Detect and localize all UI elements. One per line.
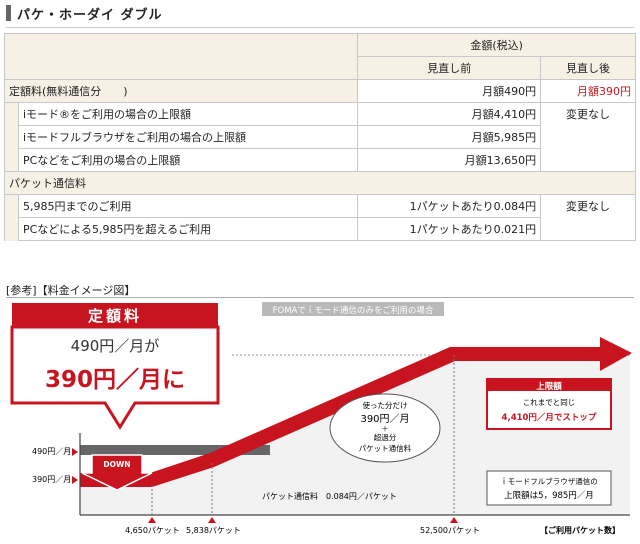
limit-label: iモード®をご利用の場合の上限額 [17,102,359,126]
flat-fee-heading: 定額料 [88,307,142,325]
indent-cell [4,102,19,172]
table-row: PCなどをご利用の場合の上限額 月額13,650円 [5,148,636,172]
browser-limit-box [486,470,612,506]
fee-arrow [80,337,632,487]
table-row: iモード®をご利用の場合の上限額 月額4,410円 変更なし [4,102,636,172]
packet-before: 1パケットあたり0.084円 [357,194,542,218]
page-title-text: パケ・ホーダイ ダブル [17,7,163,23]
table-row: 定額料(無料通信分 ) 月額490円 月額390円 [3,79,636,103]
table-row: パケット通信料 [4,171,636,195]
browser-line-1: ｉモードフルブラウザ通信の [500,476,598,486]
fee-image-diagram: FOMAでｉモード通信のみをご利用の場合 490円／月 390円／月 DOWN … [6,297,634,535]
y-label-390: 390円／月 [32,475,71,484]
limit-heading-bg [487,379,611,391]
old-flat-bar [80,445,270,455]
bubble-line-4: 超過分 [374,432,397,442]
x-marker-2 [208,517,216,523]
x-marker-3 [450,517,458,523]
limit-label: PCなどをご利用の場合の上限額 [17,148,359,172]
table-row: PCなどによる5,985円を超えるご利用 1パケットあたり0.021円 [5,217,636,241]
flat-fee-old: 490円／月が [71,337,160,355]
flat-fee-callout [10,325,220,430]
limit-line-1: これまでと同じ [523,398,576,407]
table-row: 5,985円までのご利用 1パケットあたり0.084円 変更なし [4,194,636,241]
table-header-row: 金額(税込) [3,33,636,80]
packet-rate-label: パケット通信料 0.084円／パケット [262,491,397,501]
down-label: DOWN [103,460,130,469]
title-divider [6,27,634,28]
limit-label: iモードフルブラウザをご利用の場合の上限額 [17,125,359,149]
browser-line-2: 上限額は5，985円／月 [504,490,594,501]
flat-fee-new: 390円／月に [45,366,185,393]
table-row: iモードフルブラウザをご利用の場合の上限額 月額5,985円 [5,125,636,149]
after-header: 見直し後 [540,56,636,80]
limit-heading: 上限額 [536,381,562,392]
banner-text: FOMAでｉモード通信のみをご利用の場合 [273,305,434,316]
limit-before: 月額4,410円 [357,102,542,126]
flat-fee-after: 月額390円 [540,79,636,103]
packet-label: 5,985円までのご利用 [17,194,359,218]
packet-after: 変更なし [540,194,636,241]
flat-fee-label: 定額料(無料通信分 ) [3,79,359,103]
bubble-line-2: 390円／月 [360,413,409,425]
bubble-line-5: パケット通信料 [359,443,412,453]
limit-after: 変更なし [540,102,636,172]
reference-heading: [参考]【料金イメージ図】 [6,284,136,297]
x-marker-1 [148,517,156,523]
limit-line-2: 4,410円／月でストップ [502,412,597,423]
flat-fee-before: 月額490円 [357,79,542,103]
banner-bg [262,302,444,316]
limit-before: 月額13,650円 [357,148,542,172]
indent-cell [4,194,19,241]
table-subheader-row: 見直し前 見直し後 [5,56,636,80]
y-marker-390 [72,476,78,484]
limit-before: 月額5,985円 [357,125,542,149]
packet-before: 1パケットあたり0.021円 [357,217,542,241]
y-marker-490 [72,448,78,456]
flat-fee-heading-bg [12,303,218,327]
before-header: 見直し前 [357,56,542,80]
title-marker [6,5,11,21]
down-arrow [81,454,153,491]
usage-bubble [329,393,441,463]
bubble-line-1: 使った分だけ [363,400,408,410]
y-label-490: 490円／月 [32,447,71,456]
page-title: パケ・ホーダイ ダブル [6,2,163,24]
diagram-top-rule [6,297,634,298]
fee-table: 金額(税込) 見直し前 見直し後 定額料(無料通信分 ) 月額490円 月額39… [3,33,636,241]
bubble-line-3: ＋ [382,425,389,433]
x-label-2: 5,838パケット [186,526,241,535]
packet-fee-label: パケット通信料 [4,171,636,195]
x-label-3: 52,500パケット [420,526,480,535]
x-axis-label: 【ご利用パケット数】 [540,525,620,535]
amount-header: 金額(税込) [357,33,636,57]
x-label-1: 4,650パケット [125,526,180,535]
table-corner-cell [3,33,359,80]
packet-label: PCなどによる5,985円を超えるご利用 [17,217,359,241]
